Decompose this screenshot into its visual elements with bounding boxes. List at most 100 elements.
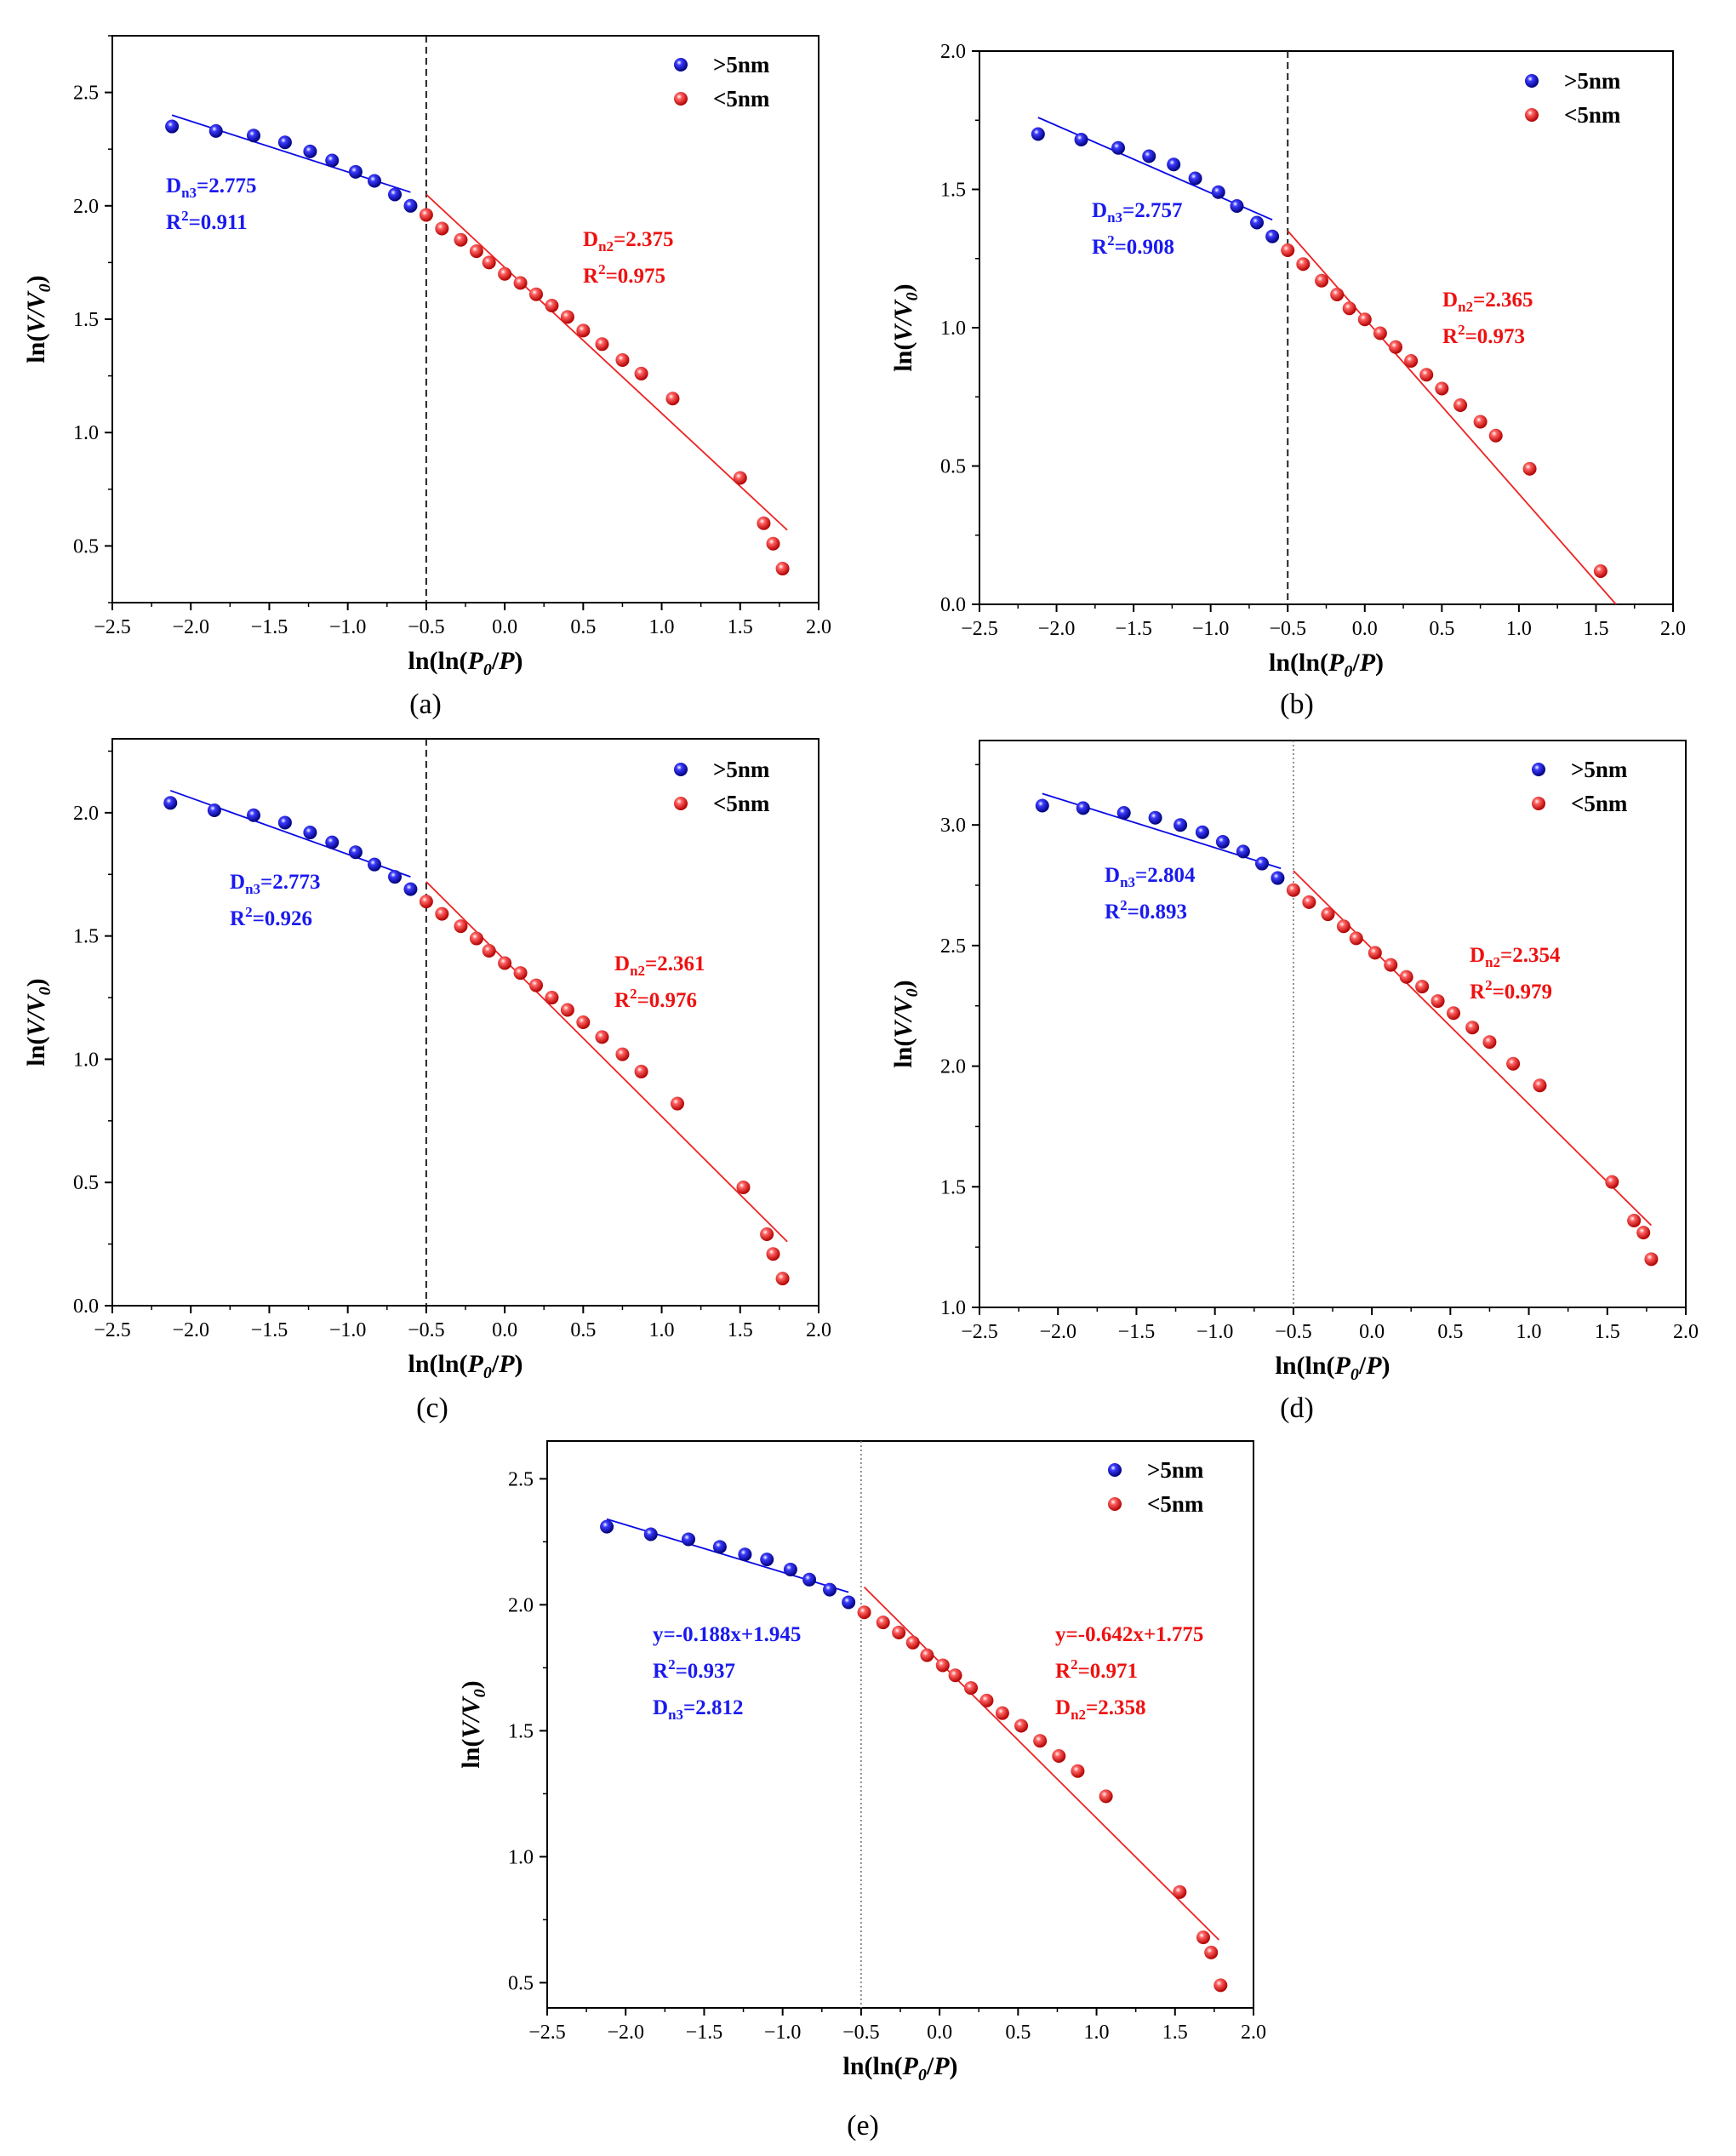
legend-label: <5nm xyxy=(1147,1491,1204,1517)
blue-data-point xyxy=(165,119,180,134)
blue-data-point xyxy=(208,123,223,138)
y-tick-label: 0.0 xyxy=(73,1295,99,1318)
y-tick-label: 2.0 xyxy=(940,41,966,63)
blue-annotation: y=-0.188x+1.945 xyxy=(653,1623,801,1646)
red-data-point xyxy=(1033,1734,1048,1748)
red-data-point xyxy=(1473,415,1488,429)
red-data-point xyxy=(529,287,543,301)
x-tick-label: −1.5 xyxy=(251,1319,288,1341)
y-tick-label: 1.5 xyxy=(940,1176,966,1198)
red-data-point xyxy=(935,1658,950,1673)
red-fit-line xyxy=(425,193,788,531)
x-tick-label: −2.5 xyxy=(961,618,998,640)
blue-annotation: R2=0.937 xyxy=(653,1656,735,1683)
red-data-point xyxy=(775,562,790,576)
red-data-point xyxy=(1342,301,1356,316)
legend-marker xyxy=(1532,797,1545,810)
red-data-point xyxy=(757,516,771,530)
red-annotation: Dn2=2.375 xyxy=(583,228,674,254)
y-tick-label: 1.5 xyxy=(73,309,99,331)
y-tick-label: 1.0 xyxy=(940,1297,966,1319)
blue-data-point xyxy=(1174,818,1188,832)
y-tick-label: 0.0 xyxy=(940,594,966,616)
blue-data-point xyxy=(682,1532,695,1547)
red-data-point xyxy=(1389,340,1402,354)
x-tick-label: 1.5 xyxy=(1595,1321,1620,1343)
y-tick-label: 0.5 xyxy=(940,456,966,478)
x-tick-label: −1.0 xyxy=(1196,1321,1234,1343)
red-data-point xyxy=(948,1668,962,1683)
red-data-point xyxy=(1636,1226,1651,1240)
x-tick-label: 1.0 xyxy=(1506,618,1532,640)
red-data-point xyxy=(766,536,780,551)
red-fit-line xyxy=(863,1587,1220,1941)
panel-label: (a) xyxy=(409,689,442,720)
red-data-point xyxy=(634,1064,648,1078)
red-data-point xyxy=(498,266,512,281)
red-data-point xyxy=(454,919,468,934)
blue-data-point xyxy=(1076,801,1090,815)
x-tick-label: 2.0 xyxy=(1660,618,1686,640)
legend-label: <5nm xyxy=(713,791,770,816)
x-tick-label: −1.0 xyxy=(329,616,367,638)
blue-data-point xyxy=(1111,140,1125,155)
blue-annotation: R2=0.908 xyxy=(1092,232,1174,259)
y-tick-label: 3.0 xyxy=(940,815,966,837)
x-tick-label: −0.5 xyxy=(842,2022,880,2044)
legend-marker xyxy=(674,763,688,776)
x-tick-label: 1.0 xyxy=(649,1319,675,1341)
red-data-point xyxy=(595,1030,609,1044)
x-tick-label: −0.5 xyxy=(1275,1321,1312,1343)
red-data-point xyxy=(964,1681,978,1696)
red-annotation: Dn2=2.361 xyxy=(614,952,705,979)
red-data-point xyxy=(1302,895,1316,909)
legend-marker xyxy=(1532,763,1545,776)
y-tick-label: 2.0 xyxy=(940,1056,966,1078)
x-tick-label: −2.5 xyxy=(94,1319,131,1341)
plot-frame xyxy=(111,35,819,603)
red-data-point xyxy=(560,310,574,324)
blue-data-point xyxy=(388,870,402,884)
blue-data-point xyxy=(600,1519,614,1534)
blue-data-point xyxy=(643,1527,658,1541)
chart-b: −2.5 −2.0 −1.5 −1.0 −0.5 0.0 0.5 1.0 1.5 2.0 0.0 0.… xyxy=(889,41,1686,720)
blue-data-point xyxy=(388,187,402,202)
blue-data-point xyxy=(1035,798,1049,813)
legend-label: <5nm xyxy=(1571,791,1628,816)
x-tick-label: 0.5 xyxy=(1437,1321,1463,1343)
y-tick-label: 1.5 xyxy=(508,1720,534,1742)
red-data-point xyxy=(892,1625,906,1639)
blue-data-point xyxy=(1230,199,1244,213)
blue-data-point xyxy=(738,1547,752,1562)
red-data-point xyxy=(760,1227,774,1242)
y-tick-label: 0.5 xyxy=(508,1972,534,1994)
red-data-point xyxy=(1482,1035,1497,1049)
x-tick-label: −1.5 xyxy=(251,616,288,638)
x-tick-label: 0.5 xyxy=(1429,618,1454,640)
red-data-point xyxy=(1399,969,1413,984)
chart-a: −2.5 −2.0 −1.5 −1.0 −0.5 0.0 0.5 1.0 1.5 2.0 0.5 1.… xyxy=(22,35,831,720)
blue-data-point xyxy=(1074,133,1088,146)
red-annotation: Dn2=2.365 xyxy=(1442,289,1533,315)
x-tick-label: 0.0 xyxy=(492,616,517,638)
blue-data-point xyxy=(1195,825,1209,839)
y-tick-label: 2.5 xyxy=(73,83,99,105)
chart-d: −2.5 −2.0 −1.5 −1.0 −0.5 0.0 0.5 1.0 1.5 2.0 1.0 1.… xyxy=(889,740,1699,1424)
y-axis-label: ln(V/V0) xyxy=(22,978,54,1066)
blue-data-point xyxy=(760,1553,774,1567)
red-data-point xyxy=(1430,994,1445,1009)
red-annotation: R2=0.971 xyxy=(1055,1656,1138,1683)
x-tick-label: 0.5 xyxy=(570,616,596,638)
red-data-point xyxy=(435,906,449,921)
x-axis-label: ln(ln(P0/P) xyxy=(1269,649,1384,681)
x-axis-label: ln(ln(P0/P) xyxy=(408,647,523,679)
red-data-point xyxy=(1522,461,1537,476)
blue-data-point xyxy=(303,826,317,840)
chart-e: −2.5 −2.0 −1.5 −1.0 −0.5 0.0 0.5 1.0 1.5 2.0 0.5 1.… xyxy=(457,1440,1266,2142)
blue-annotation: Dn3=2.804 xyxy=(1105,864,1196,890)
red-data-point xyxy=(1506,1056,1521,1071)
red-annotation: Dn2=2.358 xyxy=(1055,1696,1146,1723)
red-data-point xyxy=(560,1003,574,1017)
legend-marker xyxy=(1108,1497,1122,1511)
blue-annotation: R2=0.926 xyxy=(230,904,312,930)
